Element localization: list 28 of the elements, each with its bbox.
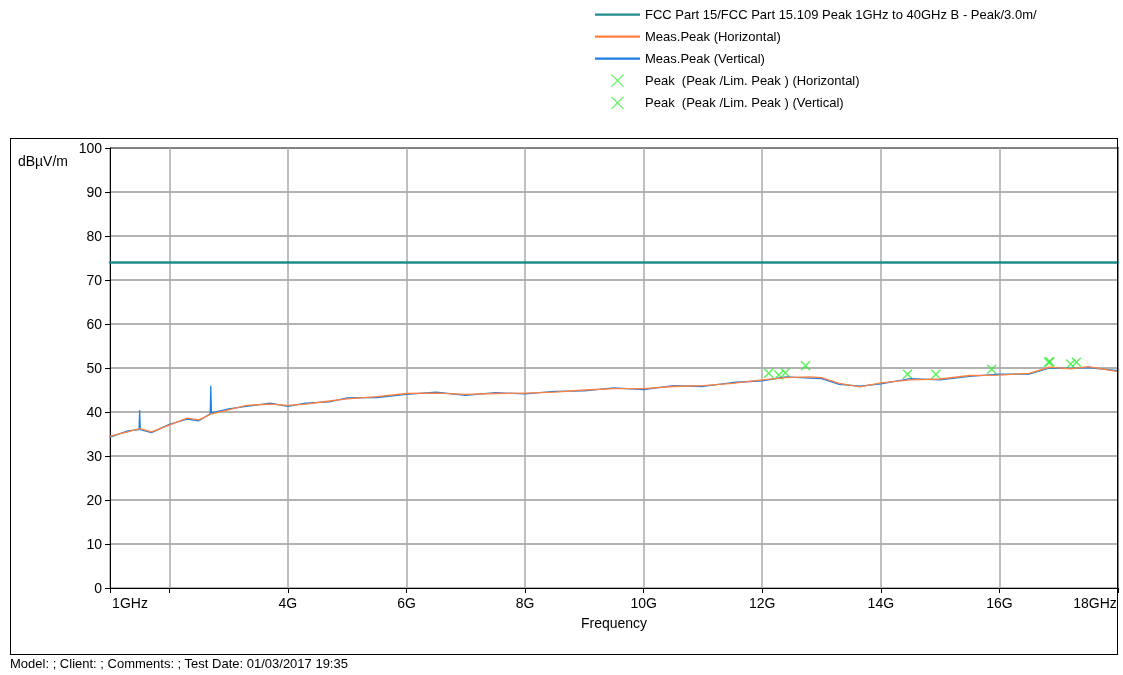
x-tick-label: 8G [515,595,535,611]
legend-label: Peak (Peak /Lim. Peak ) (Horizontal) [645,73,860,89]
y-tick-label: 10 [86,536,103,552]
legend-label: Peak (Peak /Lim. Peak ) (Vertical) [645,95,844,111]
y-tick-label: 20 [86,492,103,508]
x-tick-label: 6G [397,595,416,611]
legend-label: Meas.Peak (Horizontal) [645,29,781,44]
y-tick-label: 40 [86,404,103,420]
x-tick-label: 18GHz [1073,595,1117,611]
y-tick-label: 30 [86,448,103,464]
y-axis-title: dBµV/m [17,153,68,169]
legend-label: Meas.Peak (Vertical) [645,51,765,66]
y-tick-label: 90 [86,184,103,200]
legend-label: FCC Part 15/FCC Part 15.109 Peak 1GHz to 40GHz B - Peak/3.0m/ [645,7,1037,22]
y-tick-label: 50 [86,360,103,376]
y-tick-label: 80 [86,228,103,244]
x-axis-title: Frequency [580,615,648,631]
y-tick-label: 100 [78,140,103,156]
x-tick-label: 1GHz [112,595,148,611]
x-tick-label: 4G [278,595,298,611]
x-tick-label: 14G [867,595,895,611]
y-tick-label: 0 [94,580,103,596]
x-tick-label: 16G [986,595,1013,611]
x-tick-label: 10G [630,595,657,611]
y-tick-label: 70 [86,272,103,288]
text: Model: ; Client: ; Comments: ; Test Date: 01/03/2017 19:35 [10,656,348,671]
x-tick-label: 12G [749,595,776,611]
y-tick-label: 60 [86,316,103,332]
